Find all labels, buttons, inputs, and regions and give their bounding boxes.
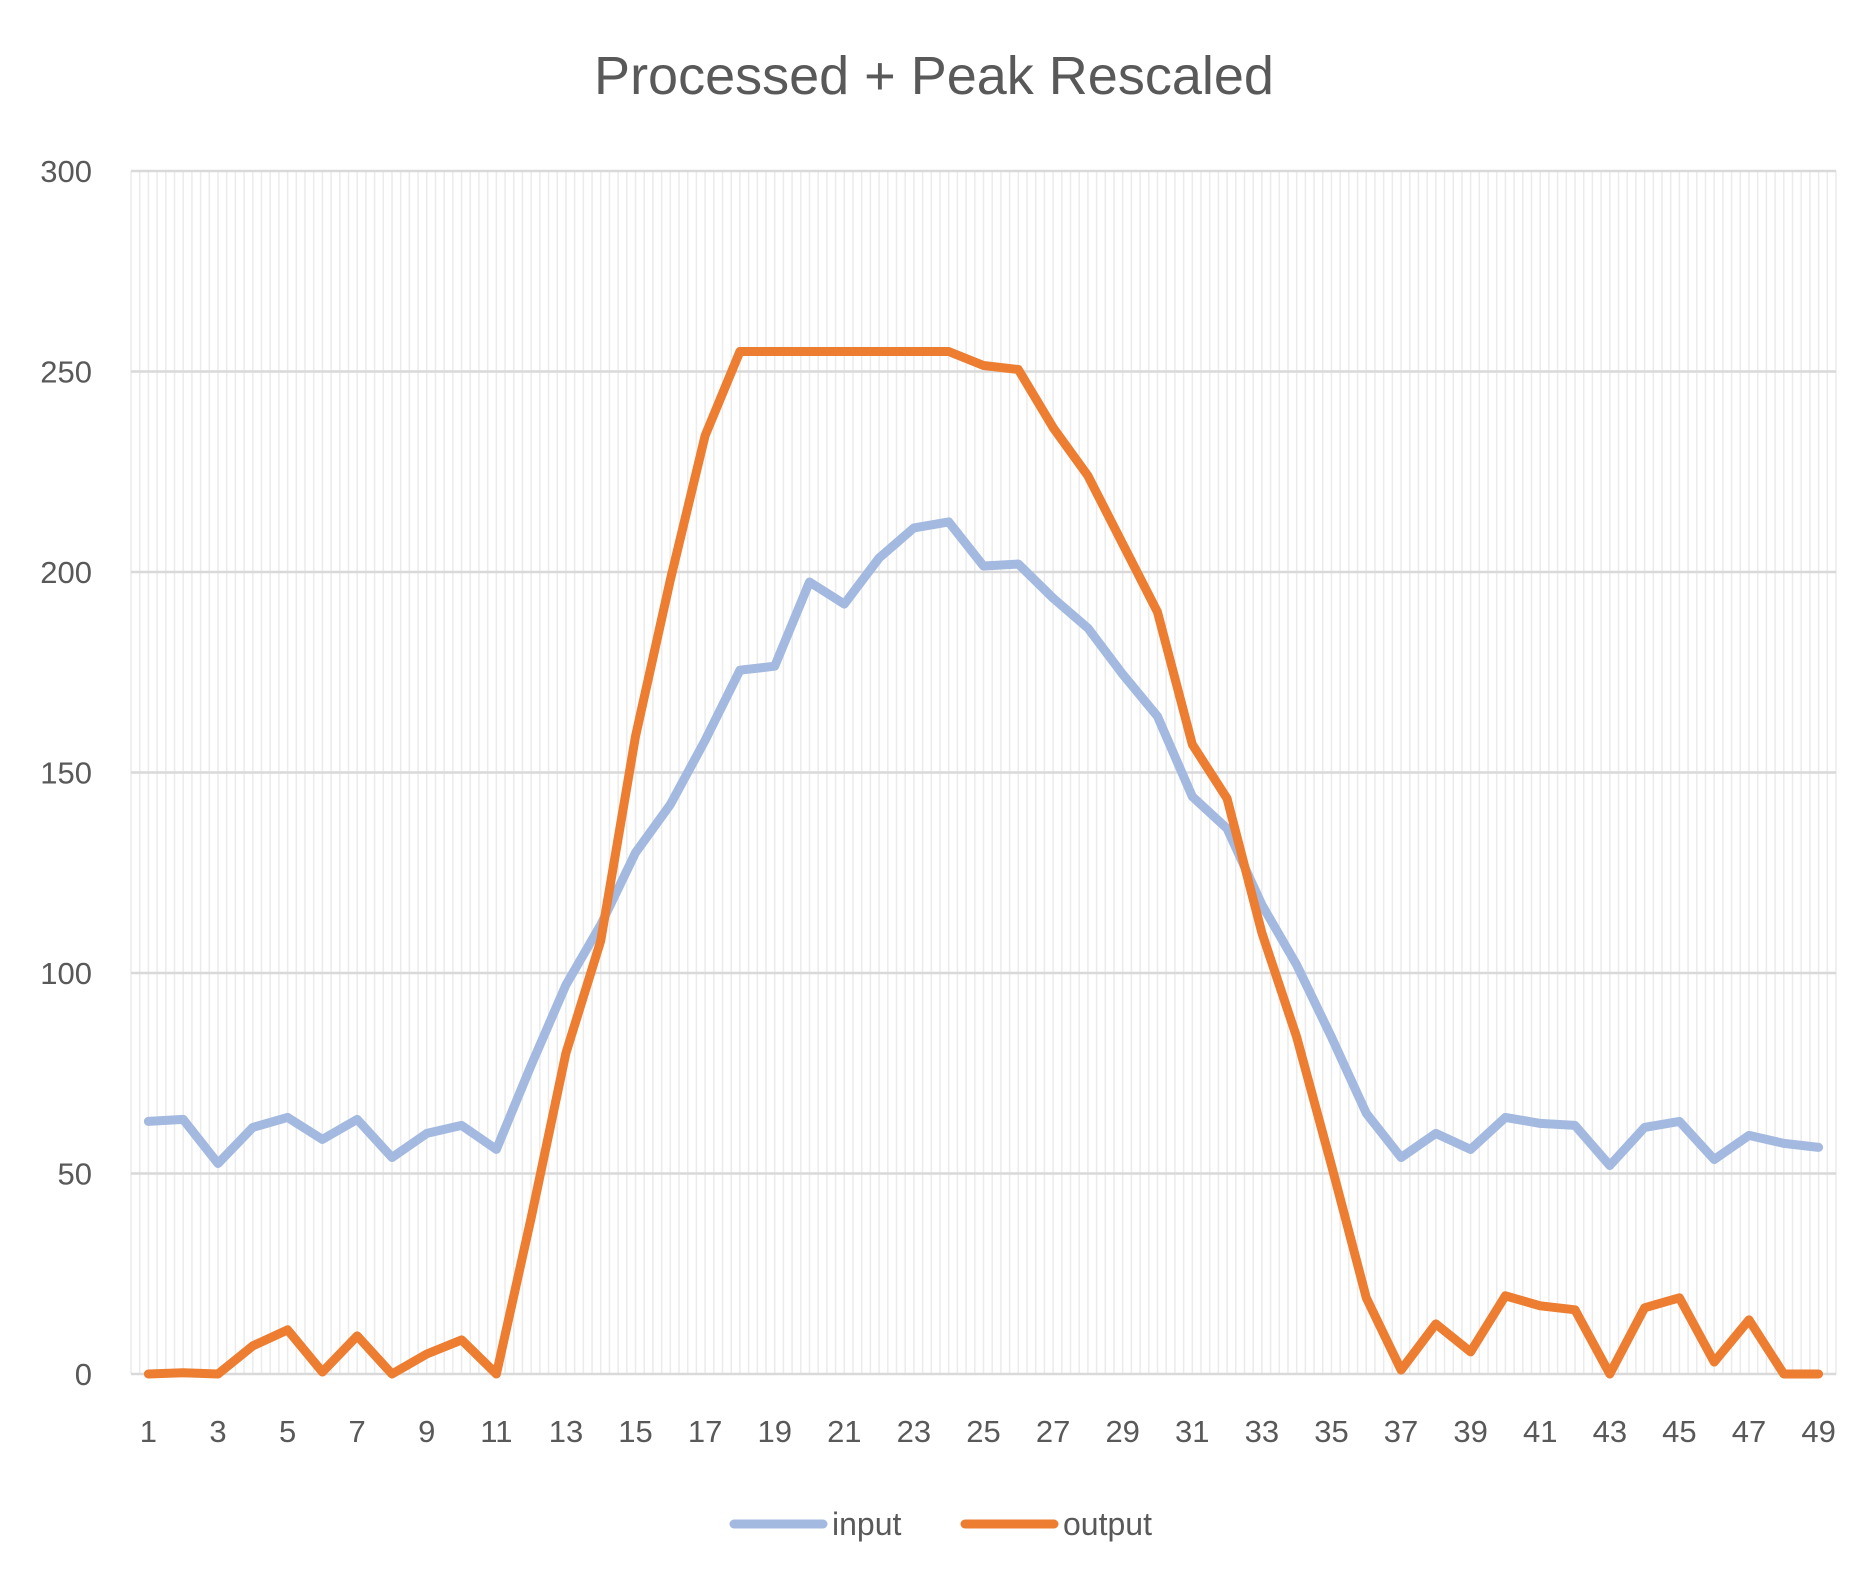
x-tick-label: 1: [140, 1414, 157, 1449]
x-tick-label: 35: [1314, 1414, 1348, 1449]
chart-title: Processed + Peak Rescaled: [594, 46, 1274, 106]
y-tick-label: 200: [40, 555, 92, 590]
x-tick-label: 29: [1105, 1414, 1139, 1449]
y-tick-label: 100: [40, 956, 92, 991]
x-tick-label: 25: [966, 1414, 1000, 1449]
x-tick-label: 47: [1732, 1414, 1766, 1449]
x-tick-label: 13: [549, 1414, 583, 1449]
series-line-output: [143, 347, 1824, 1379]
x-tick-label: 31: [1175, 1414, 1209, 1449]
y-tick-label: 150: [40, 756, 92, 791]
y-tick-label: 50: [58, 1157, 92, 1192]
y-tick-label: 300: [40, 154, 92, 189]
x-tick-label: 49: [1801, 1414, 1835, 1449]
x-tick-label: 5: [279, 1414, 296, 1449]
legend-label-output: output: [1063, 1506, 1152, 1542]
x-tick-label: 21: [827, 1414, 861, 1449]
x-tick-label: 19: [757, 1414, 791, 1449]
x-tick-label: 3: [209, 1414, 226, 1449]
gridlines: [130, 169, 1837, 1376]
series-lines: [143, 347, 1824, 1379]
x-tick-label: 41: [1523, 1414, 1557, 1449]
x-tick-label: 23: [897, 1414, 931, 1449]
x-tick-label: 27: [1036, 1414, 1070, 1449]
y-tick-label: 0: [75, 1357, 92, 1392]
x-tick-label: 37: [1384, 1414, 1418, 1449]
x-tick-label: 11: [480, 1414, 512, 1449]
x-tick-label: 15: [618, 1414, 652, 1449]
x-axis-tick-labels: 1 3 5 7 9 11 13 15 17 19 21 23 25 27 29 31 33 35 37 39 41 43 4…: [140, 1414, 1836, 1449]
y-axis-tick-labels: 0 50 100 150 200 250 300: [40, 154, 92, 1392]
x-tick-label: 43: [1593, 1414, 1627, 1449]
legend-label-input: input: [832, 1506, 902, 1542]
x-tick-label: 39: [1453, 1414, 1487, 1449]
x-tick-label: 33: [1245, 1414, 1279, 1449]
y-tick-label: 250: [40, 355, 92, 390]
legend: input output: [729, 1506, 1152, 1542]
series-line-input: [143, 517, 1824, 1170]
x-tick-label: 17: [688, 1414, 722, 1449]
x-tick-label: 7: [349, 1414, 366, 1449]
x-tick-label: 9: [418, 1414, 435, 1449]
x-tick-label: 45: [1662, 1414, 1696, 1449]
